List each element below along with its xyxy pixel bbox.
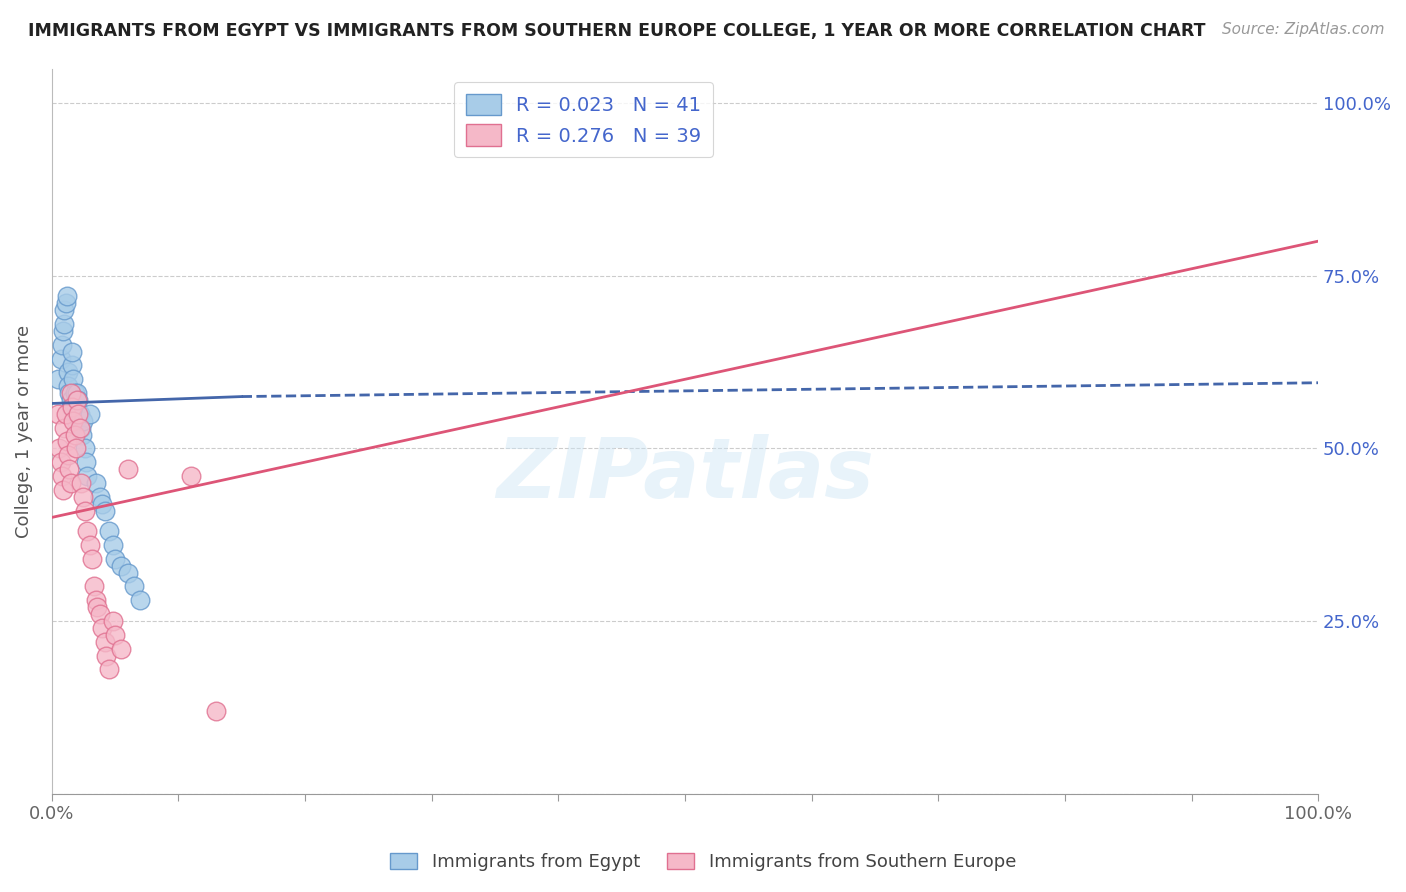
Point [117, 566, 139, 580]
Point [66, 392, 89, 407]
Point [51, 469, 73, 483]
Point [46, 372, 69, 386]
Point [70, 427, 93, 442]
Point [58, 386, 80, 401]
Point [73, 503, 96, 517]
Point [117, 462, 139, 476]
Point [94, 503, 117, 517]
Point [70, 475, 93, 490]
Point [53, 303, 76, 318]
Point [83, 579, 105, 593]
Point [65, 442, 87, 456]
Point [72, 490, 94, 504]
Point [205, 704, 228, 718]
Point [49, 455, 72, 469]
Point [53, 317, 76, 331]
Point [104, 628, 127, 642]
Point [58, 462, 80, 476]
Point [70, 420, 93, 434]
Point [73, 442, 96, 456]
Point [91, 621, 114, 635]
Point [76, 469, 98, 483]
Point [86, 600, 108, 615]
Point [52, 483, 75, 497]
Point [97, 662, 120, 676]
Point [82, 552, 104, 566]
Point [66, 386, 89, 401]
Point [96, 648, 118, 663]
Point [122, 579, 145, 593]
Point [84, 593, 107, 607]
Point [58, 448, 80, 462]
Text: IMMIGRANTS FROM EGYPT VS IMMIGRANTS FROM SOUTHERN EUROPE COLLEGE, 1 YEAR OR MORE: IMMIGRANTS FROM EGYPT VS IMMIGRANTS FROM… [28, 22, 1205, 40]
Point [110, 641, 132, 656]
Legend: Immigrants from Egypt, Immigrants from Southern Europe: Immigrants from Egypt, Immigrants from S… [382, 846, 1024, 879]
Point [129, 593, 152, 607]
Point [59, 475, 82, 490]
Point [60, 359, 83, 373]
Point [69, 407, 91, 421]
Point [58, 379, 80, 393]
Point [58, 365, 80, 379]
Point [62, 414, 84, 428]
Point [65, 400, 87, 414]
Point [89, 490, 111, 504]
Point [60, 400, 83, 414]
Point [76, 524, 98, 539]
Point [101, 614, 124, 628]
Point [55, 296, 77, 310]
Point [59, 392, 82, 407]
Point [84, 475, 107, 490]
Point [56, 434, 79, 449]
Point [67, 407, 90, 421]
Point [63, 386, 86, 401]
Point [56, 289, 79, 303]
Point [60, 344, 83, 359]
Point [55, 407, 77, 421]
Point [49, 351, 72, 366]
Text: ZIPatlas: ZIPatlas [496, 434, 875, 515]
Point [51, 338, 73, 352]
Point [79, 407, 101, 421]
Point [104, 552, 127, 566]
Point [66, 407, 89, 421]
Point [180, 469, 202, 483]
Point [110, 558, 132, 573]
Point [59, 386, 82, 401]
Y-axis label: College, 1 year or more: College, 1 year or more [15, 325, 32, 538]
Point [46, 407, 69, 421]
Point [75, 455, 97, 469]
Point [79, 538, 101, 552]
Point [63, 427, 86, 442]
Point [53, 420, 76, 434]
Point [62, 372, 84, 386]
Point [59, 400, 82, 414]
Point [52, 324, 75, 338]
Point [48, 442, 70, 456]
Point [67, 392, 90, 407]
Text: Source: ZipAtlas.com: Source: ZipAtlas.com [1222, 22, 1385, 37]
Legend: R = 0.023   N = 41, R = 0.276   N = 39: R = 0.023 N = 41, R = 0.276 N = 39 [454, 82, 713, 157]
Point [97, 524, 120, 539]
Point [89, 607, 111, 621]
Point [101, 538, 124, 552]
Point [65, 414, 87, 428]
Point [94, 634, 117, 648]
Point [72, 414, 94, 428]
Point [69, 420, 91, 434]
Point [91, 497, 114, 511]
